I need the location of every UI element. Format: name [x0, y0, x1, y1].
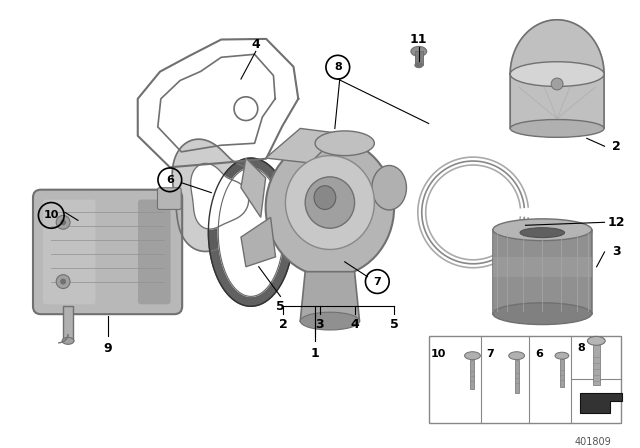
FancyBboxPatch shape [33, 190, 182, 314]
FancyBboxPatch shape [43, 199, 95, 304]
Text: 7: 7 [373, 276, 381, 287]
Text: 11: 11 [410, 33, 428, 46]
Ellipse shape [314, 186, 336, 210]
Text: 6: 6 [166, 175, 174, 185]
Ellipse shape [266, 138, 394, 276]
Polygon shape [493, 257, 592, 276]
Text: 4: 4 [252, 38, 260, 51]
Text: 1: 1 [310, 347, 319, 360]
Ellipse shape [493, 219, 592, 241]
Polygon shape [191, 164, 249, 229]
Polygon shape [241, 217, 276, 267]
Polygon shape [241, 158, 266, 217]
Text: 6: 6 [535, 349, 543, 359]
Ellipse shape [510, 62, 604, 86]
Ellipse shape [493, 303, 592, 324]
Text: 10: 10 [44, 211, 59, 220]
Ellipse shape [315, 131, 374, 155]
Ellipse shape [372, 165, 406, 210]
Ellipse shape [305, 177, 355, 228]
Polygon shape [172, 139, 271, 251]
Bar [470, 360, 474, 389]
Circle shape [551, 78, 563, 90]
Text: 3: 3 [612, 246, 621, 258]
Polygon shape [510, 20, 604, 129]
Bar [593, 345, 600, 385]
Bar [415, 52, 423, 65]
Ellipse shape [300, 312, 360, 330]
Circle shape [56, 215, 70, 229]
Bar [560, 359, 564, 387]
Text: 3: 3 [316, 318, 324, 331]
Text: 2: 2 [612, 140, 621, 153]
Ellipse shape [285, 155, 374, 250]
Bar [515, 360, 518, 393]
Ellipse shape [510, 120, 604, 138]
Ellipse shape [520, 228, 564, 237]
Text: 5: 5 [276, 300, 285, 313]
Text: 5: 5 [390, 318, 399, 331]
Polygon shape [63, 306, 73, 341]
Circle shape [60, 220, 66, 225]
Circle shape [60, 279, 66, 284]
FancyBboxPatch shape [157, 188, 181, 210]
Text: 4: 4 [350, 318, 359, 331]
Text: 10: 10 [431, 349, 446, 359]
Ellipse shape [62, 337, 74, 345]
Text: 12: 12 [607, 216, 625, 229]
Ellipse shape [509, 352, 525, 360]
Ellipse shape [555, 352, 569, 359]
Text: 401809: 401809 [575, 437, 611, 447]
Polygon shape [209, 158, 293, 306]
Bar [429, 336, 621, 423]
Text: 8: 8 [334, 62, 342, 72]
Ellipse shape [588, 336, 605, 345]
Circle shape [56, 275, 70, 289]
Polygon shape [300, 271, 360, 321]
Polygon shape [266, 129, 340, 163]
Text: 2: 2 [279, 318, 288, 331]
Ellipse shape [465, 352, 481, 360]
Text: 7: 7 [486, 349, 495, 359]
Text: 8: 8 [577, 343, 585, 353]
Polygon shape [493, 230, 592, 314]
Ellipse shape [415, 63, 423, 68]
Text: 9: 9 [103, 342, 112, 355]
Polygon shape [218, 168, 284, 297]
FancyBboxPatch shape [138, 199, 171, 304]
Ellipse shape [411, 47, 427, 56]
Polygon shape [580, 393, 622, 413]
